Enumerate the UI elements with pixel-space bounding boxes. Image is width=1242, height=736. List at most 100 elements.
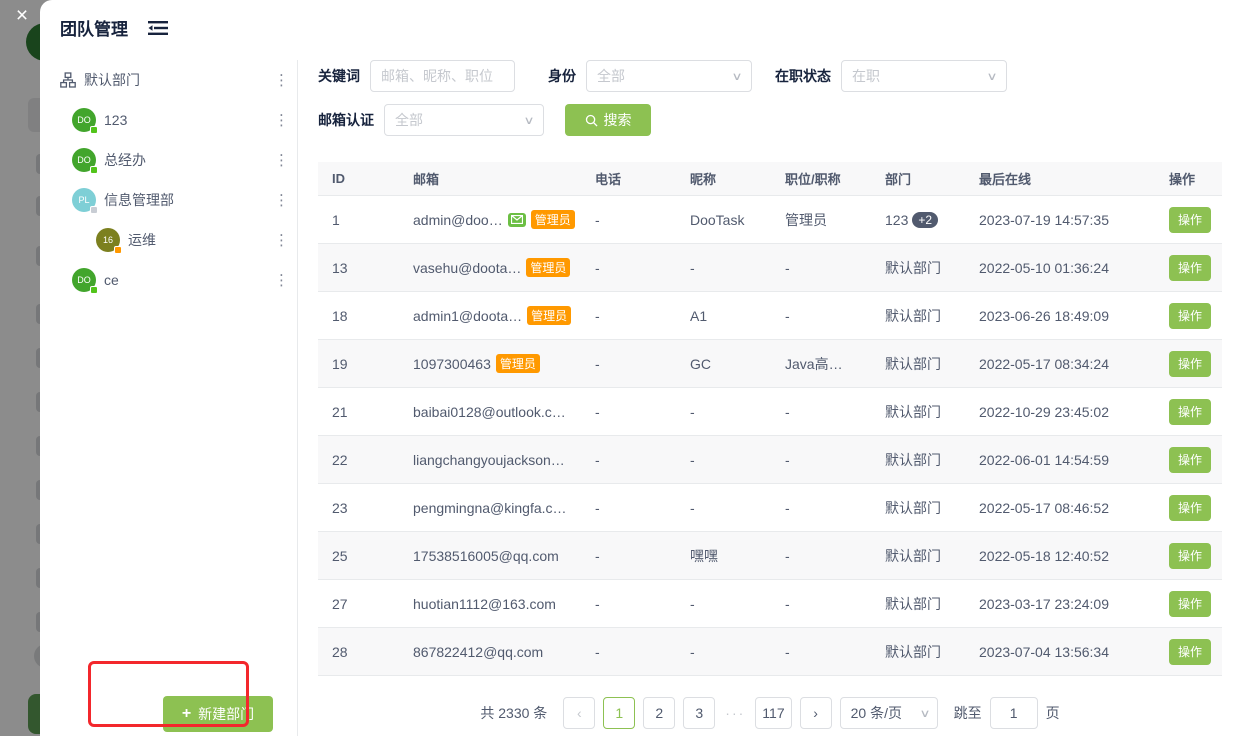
table-row: 25 17538516005@qq.com - 嘿嘿 - 默认部门 2022-0… (318, 532, 1222, 580)
table-row: 21 baibai0128@outlook.c… - - - 默认部门 2022… (318, 388, 1222, 436)
jump-to-label: 跳至 (953, 705, 982, 721)
more-menu-icon[interactable]: ⋮ (274, 112, 289, 129)
more-menu-icon[interactable]: ⋮ (274, 152, 289, 169)
row-action-button[interactable]: 操作 (1169, 542, 1211, 569)
plus-icon: + (181, 705, 192, 722)
page-size-select[interactable]: 20 条/页 ∨ (839, 697, 938, 729)
department-avatar: PL (72, 188, 98, 214)
tree-item-ops[interactable]: 16 运维 ⋮ (60, 220, 297, 260)
col-header-nickname: 昵称 (690, 172, 717, 187)
table-row: 22 liangchangyoujackson… - - - 默认部门 2022… (318, 436, 1222, 484)
chevron-down-icon: ∨ (918, 707, 931, 720)
tree-item-ce[interactable]: DO ce ⋮ (60, 260, 297, 300)
email-text: 867822412@qq.com (413, 643, 544, 660)
search-icon (585, 114, 598, 127)
admin-badge: 管理员 (495, 354, 540, 373)
col-header-email: 邮箱 (413, 172, 440, 187)
tree-root-label: 默认部门 (84, 72, 140, 88)
team-management-modal: 团队管理 默认部门 ⋮ DO 123 ⋮ (40, 0, 1242, 736)
email-verify-select[interactable]: 全部 ∨ (384, 104, 544, 136)
department-avatar: 16 (96, 228, 122, 254)
filter-bar: 关键词 身份 全部 ∨ 在职状态 在职 ∨ 邮箱认证 全部 ∨ (318, 60, 1222, 148)
page-suffix-label: 页 (1045, 705, 1060, 721)
status-select[interactable]: 在职 ∨ (841, 60, 1007, 92)
department-avatar: DO (72, 268, 98, 294)
table-header: ID 邮箱 电话 昵称 职位/职称 部门 最后在线 操作 (318, 162, 1222, 196)
chevron-down-icon: ∨ (523, 114, 535, 127)
row-action-button[interactable]: 操作 (1169, 302, 1211, 329)
email-verify-label: 邮箱认证 (318, 112, 374, 128)
page-button-2[interactable]: 2 (643, 697, 676, 729)
admin-badge: 管理员 (526, 258, 571, 277)
pagination: 共 2330 条 ‹ 1 2 3 ··· 117 › 20 条/页 ∨ 跳至 页 (318, 697, 1222, 729)
status-label: 在职状态 (775, 68, 831, 84)
tree-root-default-department[interactable]: 默认部门 ⋮ (60, 60, 297, 100)
identity-select[interactable]: 全部 ∨ (586, 60, 752, 92)
department-tree: 默认部门 ⋮ DO 123 ⋮ DO 总经办 ⋮ PL 信息管理部 ⋮ 16 运… (60, 60, 297, 300)
row-action-button[interactable]: 操作 (1169, 206, 1211, 233)
org-chart-icon (60, 72, 76, 88)
row-action-button[interactable]: 操作 (1169, 590, 1211, 617)
row-action-button[interactable]: 操作 (1169, 254, 1211, 281)
email-text: admin1@doota… (413, 307, 523, 324)
col-header-department: 部门 (885, 172, 912, 187)
tree-item-123[interactable]: DO 123 ⋮ (60, 100, 297, 140)
status-badge (90, 166, 98, 174)
members-table: ID 邮箱 电话 昵称 职位/职称 部门 最后在线 操作 1 admin@doo… (318, 162, 1222, 676)
page-button-3[interactable]: 3 (683, 697, 716, 729)
admin-badge: 管理员 (530, 210, 575, 229)
more-menu-icon[interactable]: ⋮ (274, 192, 289, 209)
table-row: 27 huotian1112@163.com - - - 默认部门 2023-0… (318, 580, 1222, 628)
page-button-1[interactable]: 1 (603, 697, 636, 729)
tree-item-label: 信息管理部 (104, 192, 174, 208)
col-header-id: ID (332, 171, 345, 186)
email-text: baibai0128@outlook.c… (413, 403, 566, 420)
tree-item-general-office[interactable]: DO 总经办 ⋮ (60, 140, 297, 180)
jump-to-page-input[interactable] (989, 697, 1038, 729)
table-row: 13 vasehu@doota… 管理员 - - - 默认部门 2022-05-1… (318, 244, 1222, 292)
tree-item-info-management[interactable]: PL 信息管理部 ⋮ (60, 180, 297, 220)
status-badge (90, 126, 98, 134)
keyword-label: 关键词 (318, 68, 360, 84)
row-action-button[interactable]: 操作 (1169, 638, 1211, 665)
more-menu-icon[interactable]: ⋮ (274, 232, 289, 249)
page-ellipsis: ··· (725, 705, 746, 721)
page-button-last[interactable]: 117 (755, 697, 792, 729)
tree-item-label: 123 (104, 112, 128, 128)
tree-item-label: 运维 (128, 232, 156, 248)
total-count: 共 2330 条 (480, 705, 548, 721)
email-text: 17538516005@qq.com (413, 547, 559, 564)
status-badge (90, 206, 98, 214)
keyword-input[interactable] (370, 60, 515, 92)
table-row: 23 pengmingna@kingfa.c… - - - 默认部门 2022-… (318, 484, 1222, 532)
email-text: admin@doo… (413, 211, 503, 228)
email-text: liangchangyoujackson… (413, 451, 565, 468)
next-page-button[interactable]: › (799, 697, 832, 729)
new-department-button[interactable]: + 新建部门 (163, 696, 273, 732)
search-button[interactable]: 搜索 (565, 104, 651, 136)
table-row: 28 867822412@qq.com - - - 默认部门 2023-07-0… (318, 628, 1222, 676)
tree-item-label: 总经办 (104, 152, 146, 168)
tree-item-label: ce (104, 272, 119, 288)
admin-badge: 管理员 (527, 306, 572, 325)
row-action-button[interactable]: 操作 (1169, 494, 1211, 521)
row-action-button[interactable]: 操作 (1169, 446, 1211, 473)
page-title: 团队管理 (60, 20, 128, 39)
status-badge (90, 286, 98, 294)
col-header-position: 职位/职称 (785, 172, 841, 187)
email-text: 1097300463 (413, 355, 491, 372)
menu-toggle-icon[interactable] (148, 20, 168, 36)
more-menu-icon[interactable]: ⋮ (274, 272, 289, 289)
close-icon[interactable]: × (15, 4, 29, 27)
more-menu-icon[interactable]: ⋮ (274, 72, 289, 89)
prev-page-button[interactable]: ‹ (563, 697, 596, 729)
row-action-button[interactable]: 操作 (1169, 398, 1211, 425)
more-departments-chip: +2 (912, 211, 939, 228)
chevron-down-icon: ∨ (986, 70, 998, 83)
status-badge (114, 246, 122, 254)
email-text: huotian1112@163.com (413, 595, 556, 612)
department-text: 123 (885, 211, 909, 228)
email-text: vasehu@doota… (413, 259, 522, 276)
row-action-button[interactable]: 操作 (1169, 350, 1211, 377)
